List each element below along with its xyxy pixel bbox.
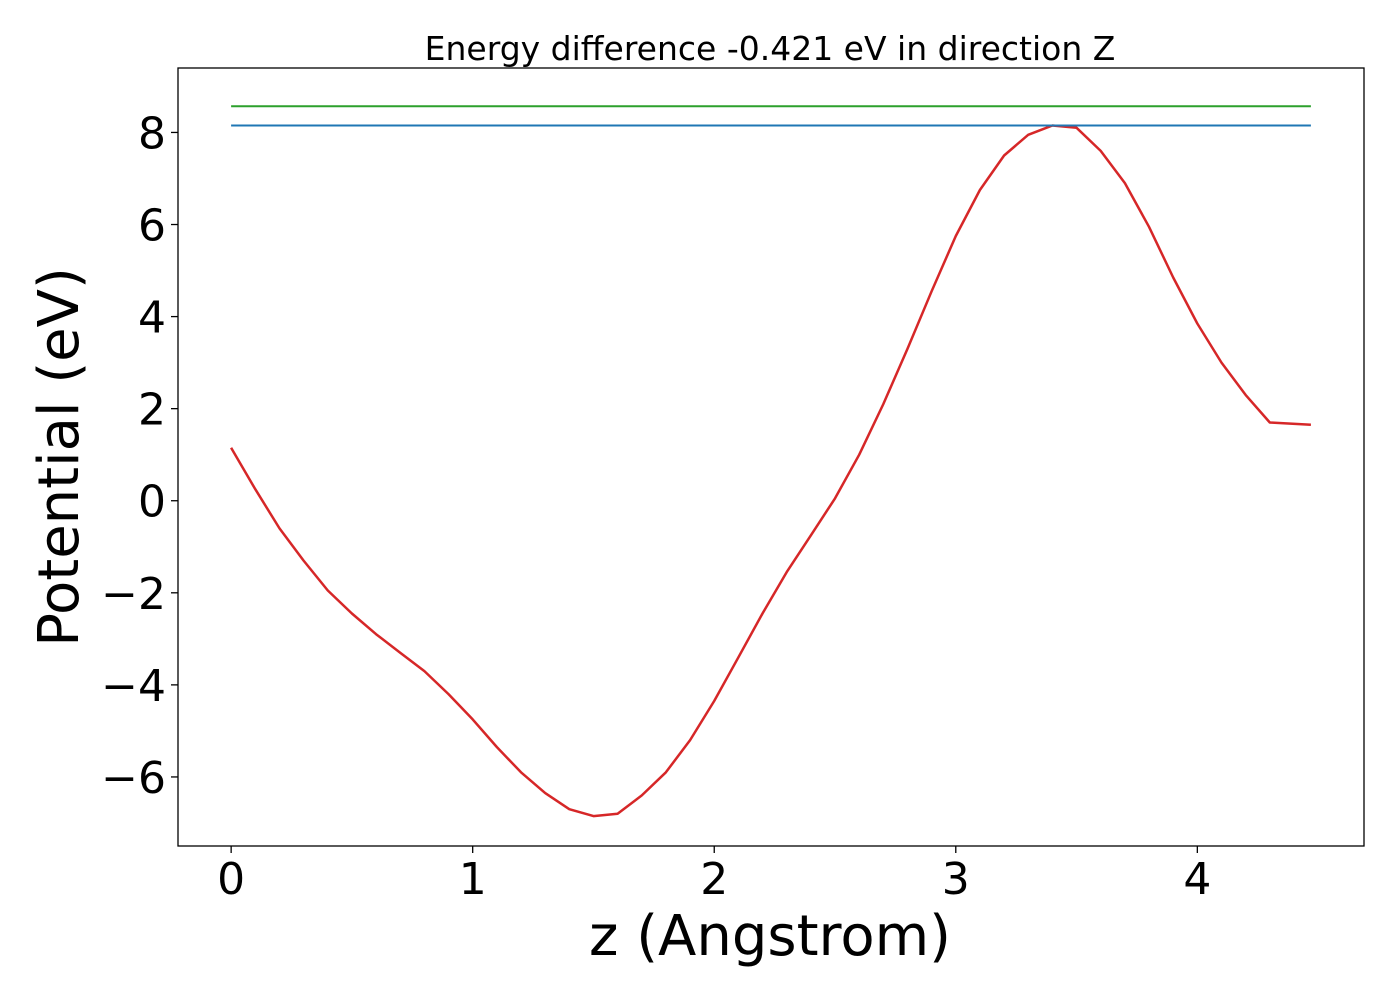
y-tick-label: 4	[138, 293, 166, 344]
y-tick-label: 8	[138, 108, 166, 159]
y-tick-label: 0	[138, 477, 166, 528]
x-tick-label: 4	[1183, 854, 1211, 905]
x-tick-label: 0	[217, 854, 245, 905]
y-tick-label: 2	[138, 385, 166, 436]
x-axis-label: z (Angstrom)	[589, 904, 951, 969]
chart-title: Energy difference -0.421 eV in direction…	[425, 29, 1116, 68]
y-axis: −6 −4 −2 0 2 4 6 8	[101, 108, 178, 804]
y-tick-label: −6	[101, 753, 166, 804]
x-tick-label: 1	[459, 854, 487, 905]
series-line-0	[230, 124, 1311, 818]
y-tick-label: 6	[138, 201, 166, 252]
x-tick-label: 2	[700, 854, 728, 905]
y-tick-label: −4	[101, 661, 166, 712]
x-axis: 0 1 2 3 4	[217, 846, 1211, 905]
y-axis-label: Potential (eV)	[27, 267, 92, 647]
x-tick-label: 3	[942, 854, 970, 905]
y-tick-label: −2	[101, 569, 166, 620]
plot-frame	[177, 67, 1365, 847]
plot-area	[230, 105, 1311, 818]
